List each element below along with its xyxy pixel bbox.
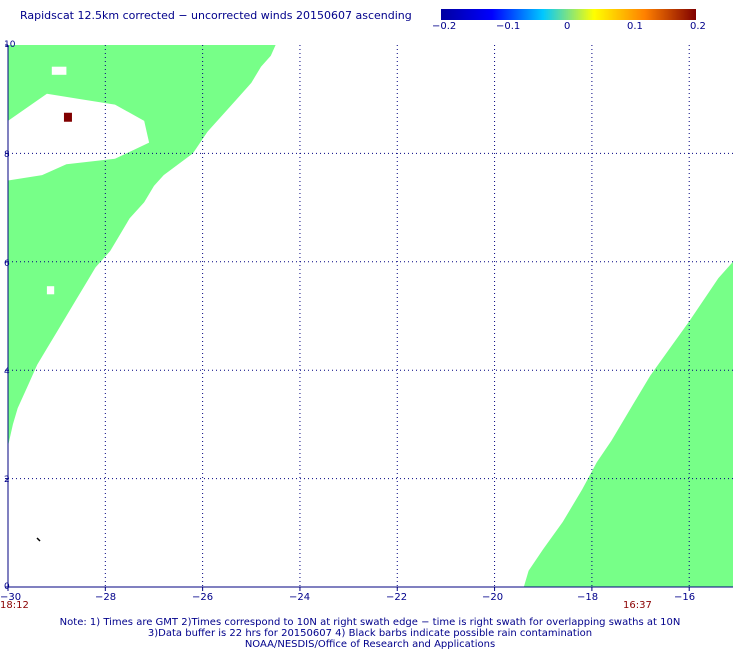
map-title: Rapidscat 12.5km corrected − uncorrected… (20, 9, 412, 22)
colorbar-gradient (441, 9, 696, 20)
anomaly-pixel (63, 112, 72, 122)
y-tick-label: 6 (4, 259, 10, 269)
x-tick-label: −18 (577, 592, 599, 603)
data-gap (46, 286, 55, 295)
rain-barb (36, 537, 41, 542)
x-tick-label: −30 (0, 592, 22, 603)
x-tick-label: −26 (192, 592, 214, 603)
footnote-line-1: Note: 1) Times are GMT 2)Times correspon… (59, 617, 681, 628)
colorbar-tick-label: 0.1 (627, 21, 643, 32)
right-swath (523, 261, 733, 587)
y-tick-label: 2 (4, 475, 10, 485)
x-tick-label: −22 (386, 592, 408, 603)
data-gap (8, 93, 150, 181)
colorbar-tick-label: −0.2 (432, 21, 457, 32)
colorbar-tick-label: 0.2 (690, 21, 706, 32)
x-tick-label: −24 (289, 592, 311, 603)
y-tick-label: 10 (4, 40, 16, 50)
y-tick-label: 4 (4, 367, 10, 377)
y-tick-label: 0 (4, 582, 10, 592)
swath-time-left: 18:12 (0, 600, 29, 611)
x-tick-label: −28 (95, 592, 117, 603)
swath-time-right: 16:37 (623, 600, 652, 611)
footnote-line-2: 3)Data buffer is 22 hrs for 20150607 4) … (147, 628, 593, 639)
footnote-line-3: NOAA/NESDIS/Office of Research and Appli… (244, 639, 496, 650)
colorbar (441, 9, 696, 20)
map-plot-area (5, 44, 733, 591)
x-tick-label: −20 (482, 592, 504, 603)
x-tick-label: −16 (674, 592, 696, 603)
colorbar-tick-label: 0 (564, 21, 571, 32)
y-tick-label: 8 (4, 150, 10, 160)
colorbar-tick-label: −0.1 (496, 21, 521, 32)
data-gap (51, 66, 67, 75)
